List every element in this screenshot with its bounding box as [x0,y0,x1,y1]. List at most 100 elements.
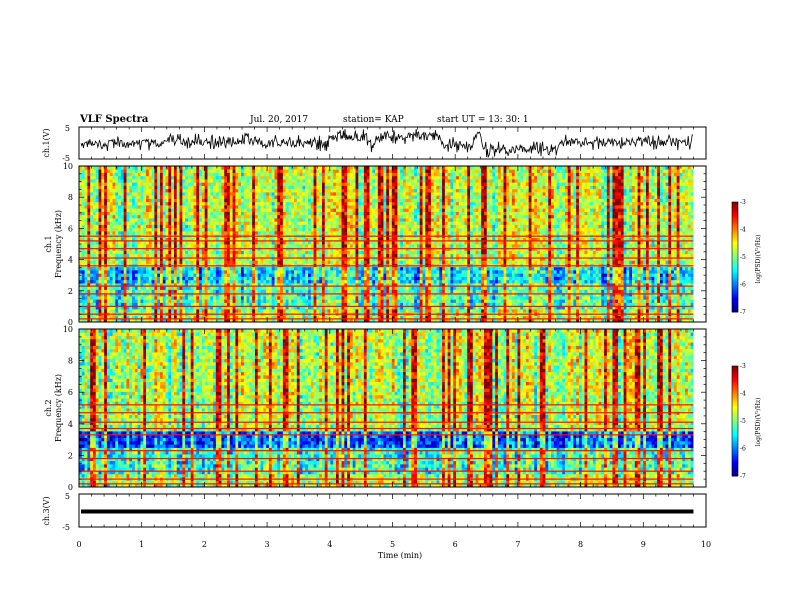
spectrogram-cell [149,202,152,206]
spectrogram-cell [90,231,93,235]
spectrogram-cell [191,293,194,297]
spectrogram-cell [143,277,146,281]
spectrogram-cell [269,225,272,229]
spectrogram-cell [154,273,157,277]
spectrogram-cell [152,270,155,274]
spectrogram-cell [235,260,238,264]
spectrogram-cell [272,293,275,297]
spectrogram-cell [263,299,266,303]
spectrogram-cell [194,290,197,294]
spectrogram-cell [149,286,152,290]
spectrogram-cell [124,186,127,190]
spectrogram-cell [249,228,252,232]
spectrogram-cell [140,176,143,180]
spectrogram-cell [180,286,183,290]
spectrogram-cell [182,228,185,232]
spectrogram-cell [233,179,236,183]
spectrogram-cell [146,186,149,190]
spectrogram-cell [233,189,236,193]
spectrogram-cell [143,254,146,258]
spectrogram-cell [194,169,197,173]
spectrogram-cell [219,290,222,294]
spectrogram-cell [180,186,183,190]
spectrogram-cell [219,202,222,206]
spectrogram-cell [219,179,222,183]
spectrogram-cell [275,218,278,222]
spectrogram-cell [227,309,230,313]
spectrogram-cell [121,182,124,186]
spectrogram-cell [230,205,233,209]
spectrogram-cell [241,260,244,264]
spectrogram-cell [288,218,291,222]
spectrogram-cell [216,244,219,248]
spectrogram-cell [143,309,146,313]
spectrogram-cell [129,270,132,274]
spectrogram-cell [249,221,252,225]
spectrogram-cell [185,244,188,248]
spectrogram-cell [180,254,183,258]
spectrogram-cell [258,280,261,284]
spectrogram-cell [96,215,99,219]
spectrogram-cell [216,260,219,264]
spectrogram-cell [194,176,197,180]
spectrogram-cell [157,296,160,300]
spectrogram-cell [140,212,143,216]
spectrogram-cell [219,169,222,173]
spectrogram-cell [93,208,96,212]
spectrogram-cell [213,309,216,313]
spectrogram-cell [143,195,146,199]
spectrogram-cell [202,173,205,177]
spectrogram-cell [288,286,291,290]
spectrogram-cell [135,267,138,271]
spectrogram-cell [143,290,146,294]
spectrogram-cell [154,218,157,222]
spectrogram-cell [143,166,146,170]
spectrogram-cell [202,277,205,281]
spectrogram-cell [252,228,255,232]
spectrogram-cell [132,202,135,206]
spectrogram-cell [185,215,188,219]
spectrogram-cell [85,296,88,300]
spectrogram-cell [238,173,241,177]
spectrogram-cell [261,286,264,290]
spectrogram-cell [269,273,272,277]
spectrogram-cell [216,173,219,177]
spectrogram-cell [99,182,102,186]
spectrogram-cell [146,179,149,183]
spectrogram-cell [224,286,227,290]
spectrogram-cell [249,189,252,193]
spectrogram-cell [182,299,185,303]
spectrogram-cell [207,221,210,225]
spectrogram-cell [157,290,160,294]
spectrogram-cell [205,212,208,216]
spectrogram-cell [205,267,208,271]
spectrogram-cell [143,218,146,222]
spectrogram-cell [221,280,224,284]
spectrogram-cell [129,273,132,277]
spectrogram-cell [188,199,191,203]
spectrogram-cell [277,280,280,284]
spectrogram-cell [291,299,294,303]
spectrogram-cell [255,303,258,307]
spectrogram-cell [286,202,289,206]
spectrogram-cell [244,244,247,248]
spectrogram-cell [221,195,224,199]
spectrogram-cell [87,212,90,216]
spectrogram-cell [241,189,244,193]
spectrogram-cell [219,273,222,277]
spectrogram-cell [160,221,163,225]
spectrogram-cell [99,286,102,290]
spectrogram-cell [115,231,118,235]
spectrogram-cell [154,290,157,294]
spectrogram-cell [196,215,199,219]
spectrogram-cell [277,251,280,255]
spectrogram-cell [152,215,155,219]
spectrogram-cell [121,244,124,248]
spectrogram-cell [180,218,183,222]
spectrogram-cell [99,277,102,281]
spectrogram-cell [132,273,135,277]
spectrogram-cell [132,195,135,199]
spectrogram-cell [219,251,222,255]
spectrogram-cell [124,166,127,170]
spectrogram-cell [269,179,272,183]
